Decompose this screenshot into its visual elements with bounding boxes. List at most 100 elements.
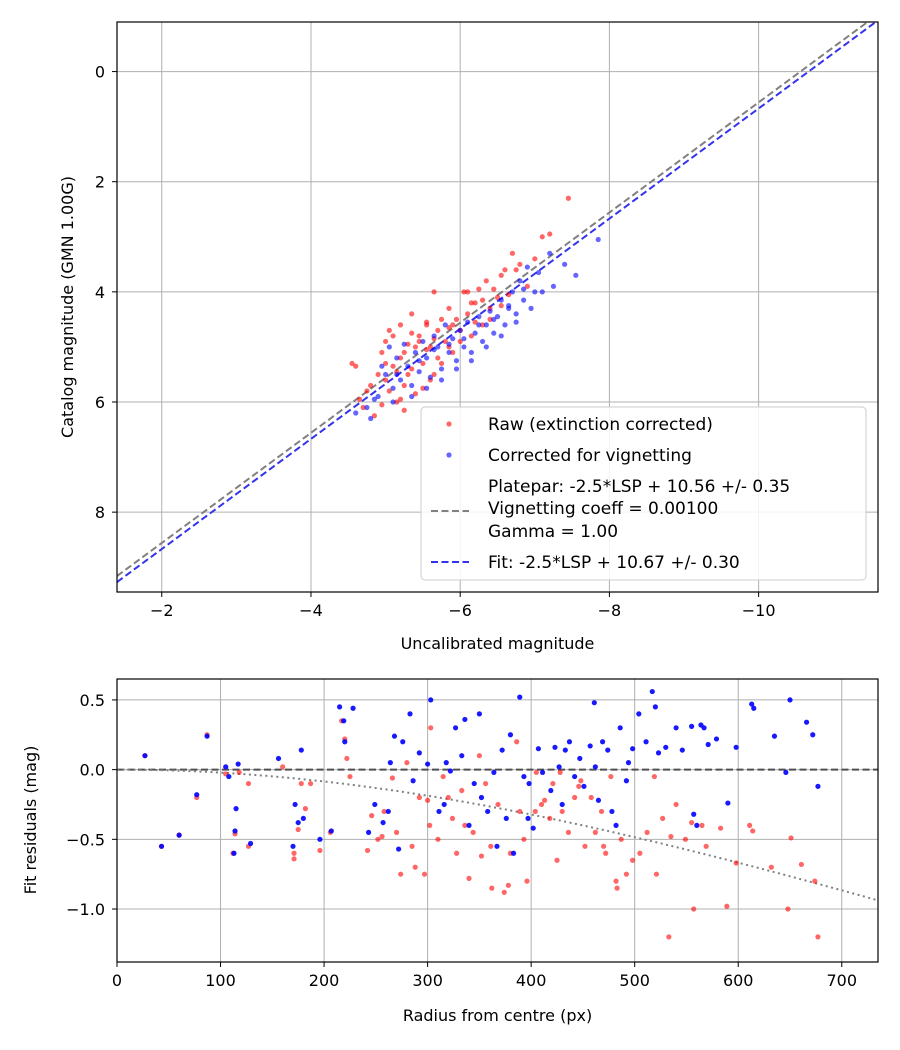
corrected-residual-point — [595, 797, 602, 803]
raw-point — [487, 316, 493, 322]
raw-residual-point — [505, 882, 511, 888]
corrected-residual-point — [810, 732, 816, 738]
raw-point — [412, 391, 419, 397]
raw-residual-point — [421, 871, 428, 877]
raw-residual-point — [476, 753, 482, 759]
corrected-residual-point — [673, 725, 679, 731]
raw-residual-point — [750, 828, 756, 834]
raw-point — [435, 355, 441, 361]
raw-residual-point — [699, 822, 705, 828]
legend-label-platepar-1: Platepar: -2.5*LSP + 10.56 +/- 0.35 — [488, 477, 790, 497]
raw-point — [446, 305, 452, 311]
raw-point — [509, 250, 516, 256]
residuals-xtick-label: 300 — [412, 971, 443, 990]
corrected-residual-point — [510, 850, 517, 856]
corrected-residual-point — [663, 744, 669, 750]
corrected-point — [446, 349, 452, 356]
calibration-ytick-label: 4 — [95, 283, 105, 302]
raw-residual-point — [427, 822, 433, 828]
corrected-residual-point — [223, 764, 229, 770]
corrected-residual-point — [462, 716, 468, 723]
corrected-point — [427, 374, 433, 380]
corrected-point — [442, 322, 448, 328]
raw-point — [498, 272, 504, 278]
raw-point — [483, 278, 489, 284]
raw-point — [364, 388, 370, 394]
raw-residual-point — [459, 787, 465, 794]
calibration-xtick-label: −6 — [448, 601, 472, 620]
corrected-residual-point — [623, 778, 630, 784]
corrected-residual-point — [526, 780, 532, 787]
corrected-point — [513, 311, 519, 317]
residuals-plot-frame — [116, 678, 879, 963]
corrected-residual-point — [232, 828, 238, 834]
corrected-point — [431, 347, 437, 353]
corrected-point — [416, 369, 422, 375]
corrected-residual-point — [548, 787, 554, 794]
corrected-point — [390, 399, 396, 405]
corrected-residual-point — [749, 701, 755, 707]
legend-label-raw: Raw (extinction corrected) — [488, 415, 713, 435]
raw-point — [446, 325, 452, 331]
raw-point — [494, 294, 501, 300]
raw-point — [431, 371, 437, 378]
raw-point — [379, 402, 385, 408]
corrected-residual-point — [605, 747, 611, 753]
corrected-residual-point — [436, 808, 442, 815]
corrected-point — [502, 322, 508, 328]
raw-residual-point — [298, 780, 304, 787]
corrected-residual-point — [539, 769, 546, 776]
raw-residual-point — [449, 815, 456, 822]
calibration-xtick-label: −4 — [299, 601, 323, 620]
corrected-residual-point — [176, 832, 182, 838]
corrected-point — [409, 393, 415, 400]
raw-point — [397, 396, 404, 402]
corrected-residual-point — [625, 760, 632, 766]
raw-residual-point — [435, 836, 441, 842]
corrected-residual-point — [298, 747, 304, 753]
corrected-residual-point — [247, 840, 254, 847]
residuals-ytick-label: −0.5 — [66, 830, 105, 849]
corrected-residual-point — [372, 801, 378, 808]
raw-residual-point — [280, 764, 286, 770]
corrected-point — [521, 297, 527, 303]
raw-point — [386, 388, 392, 394]
raw-residual-point — [691, 906, 697, 912]
raw-residual-point — [369, 813, 375, 819]
raw-residual-point — [608, 773, 614, 780]
calibration-xlabel: Uncalibrated magnitude — [401, 634, 595, 653]
raw-point — [401, 382, 407, 389]
raw-point — [416, 333, 422, 339]
raw-point — [472, 300, 478, 306]
calibration-plot-frame — [116, 21, 879, 593]
raw-point — [438, 360, 445, 367]
corrected-residual-point — [317, 836, 323, 842]
raw-point — [416, 338, 422, 345]
corrected-residual-point — [694, 822, 700, 828]
corrected-point — [483, 344, 489, 350]
corrected-point — [524, 264, 530, 270]
raw-point — [438, 316, 445, 322]
corrected-point — [353, 410, 359, 416]
corrected-residual-point — [507, 732, 514, 738]
raw-residual-point — [660, 815, 666, 822]
raw-point — [461, 289, 467, 295]
corrected-residual-point — [783, 769, 789, 776]
corrected-point — [509, 289, 516, 295]
corrected-residual-point — [705, 741, 711, 748]
raw-residual-point — [412, 864, 418, 870]
corrected-residual-point — [559, 801, 565, 808]
corrected-point — [412, 349, 419, 356]
corrected-residual-point — [292, 801, 298, 808]
residuals-xtick-label: 500 — [619, 971, 650, 990]
raw-residual-point — [601, 843, 607, 849]
corrected-point — [435, 344, 441, 350]
residuals-xtick-label: 100 — [205, 971, 236, 990]
corrected-residual-point — [231, 850, 237, 856]
residuals-xtick-label: 400 — [516, 971, 547, 990]
corrected-point — [401, 341, 407, 347]
raw-residual-point — [533, 769, 539, 776]
corrected-point — [562, 261, 568, 267]
raw-point — [427, 344, 433, 350]
corrected-residual-point — [391, 733, 398, 739]
